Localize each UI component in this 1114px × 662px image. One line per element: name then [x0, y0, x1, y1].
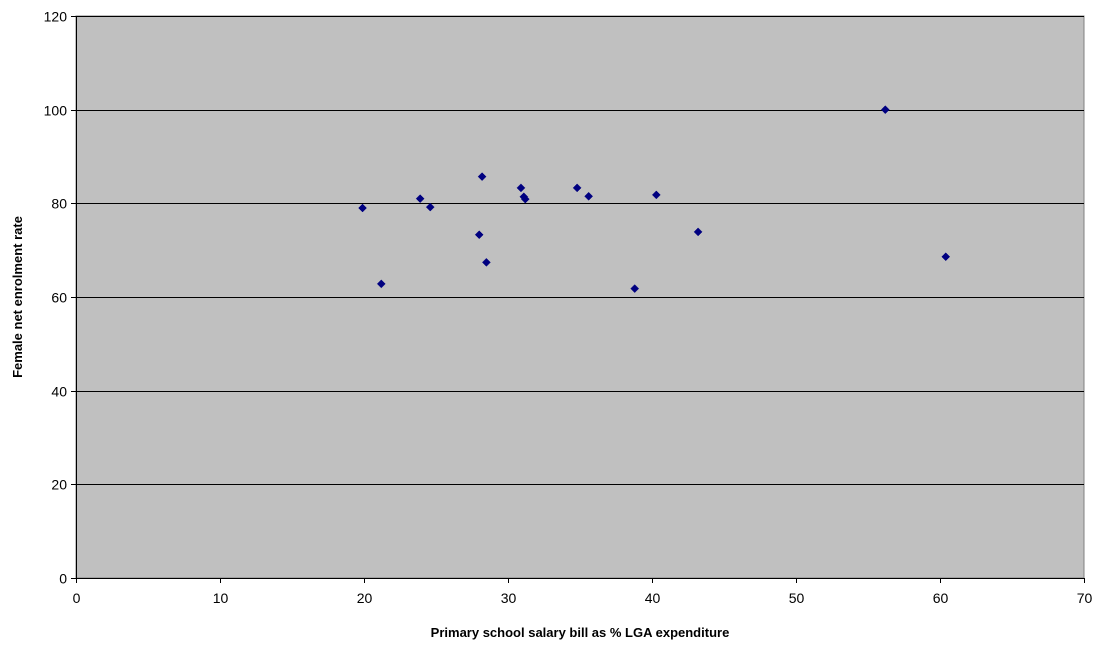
x-tick-label: 30	[501, 590, 517, 606]
data-point	[584, 191, 593, 201]
data-point	[477, 172, 487, 181]
data-point	[358, 203, 367, 213]
grid-lines	[76, 16, 1084, 485]
data-point	[520, 194, 530, 204]
y-tick-label: 0	[59, 571, 67, 587]
x-tick-label: 50	[789, 590, 805, 606]
data-point	[651, 190, 661, 200]
data-point	[415, 194, 425, 204]
x-tick-label: 0	[73, 590, 81, 606]
y-tick-label: 100	[44, 103, 68, 119]
data-point	[516, 183, 526, 193]
data-point	[880, 105, 890, 115]
x-tick-label: 10	[213, 590, 229, 606]
y-tick-label: 60	[51, 290, 67, 306]
data-point	[425, 202, 435, 212]
data-point	[630, 284, 640, 293]
data-point	[376, 279, 386, 289]
x-tick-label: 20	[357, 590, 373, 606]
y-tick-label: 40	[51, 384, 67, 400]
y-tick-label: 20	[51, 477, 67, 493]
y-tick-labels: 0 20 40 60 80 100 120	[44, 9, 68, 587]
x-tick-label: 40	[645, 590, 661, 606]
x-tick-labels: 0 10 20 30 40 50 60 70	[73, 590, 1093, 606]
data-point	[572, 183, 582, 193]
data-point	[482, 257, 491, 267]
x-tick-label: 60	[933, 590, 949, 606]
y-tick-label: 80	[51, 196, 67, 212]
data-point	[941, 252, 951, 262]
y-axis-title: Female net enrolment rate	[10, 216, 25, 378]
x-tick-label: 70	[1077, 590, 1093, 606]
axes	[71, 16, 1085, 583]
data-point	[693, 227, 703, 237]
data-points	[358, 105, 951, 293]
y-tick-label: 120	[44, 9, 68, 25]
data-point	[474, 230, 484, 240]
x-axis-title: Primary school salary bill as % LGA expe…	[431, 625, 730, 640]
